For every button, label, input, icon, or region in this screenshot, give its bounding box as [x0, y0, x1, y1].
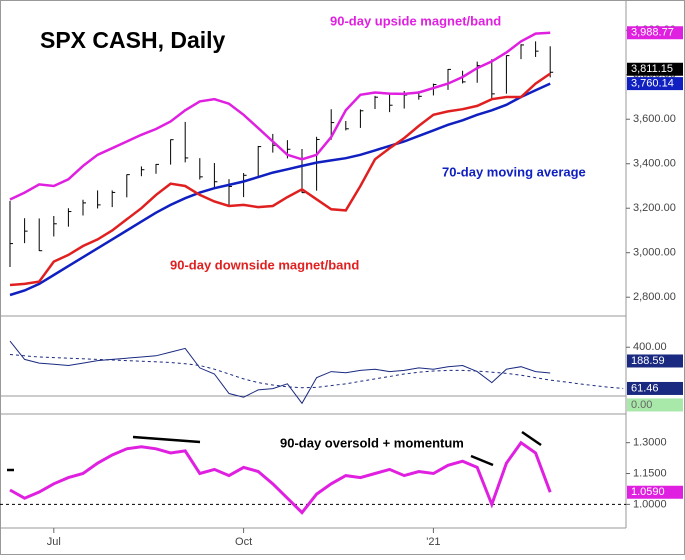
y-tick-label: 1.1500: [633, 467, 667, 479]
x-tick-label: Jul: [47, 536, 61, 548]
series-line: [9, 82, 551, 297]
value-label: 1.0590: [631, 486, 665, 498]
value-label-box: [627, 354, 683, 368]
y-tick-label: 3,000.00: [633, 247, 676, 259]
value-label: 61.46: [631, 382, 659, 394]
value-label-box: [627, 381, 683, 395]
value-label: 3,988.77: [631, 27, 674, 39]
y-tick-label: 3,600.00: [633, 113, 676, 125]
value-label-box: [627, 485, 683, 499]
series-label: 90-day downside magnet/band: [170, 257, 359, 272]
trend-line: [132, 435, 201, 444]
series-line: [9, 340, 551, 405]
x-tick-label: '21: [426, 536, 440, 548]
value-label: 0.00: [631, 399, 652, 411]
series-line: [9, 72, 551, 287]
y-tick-label: 2,800.00: [633, 291, 676, 303]
y-tick-label: 400.00: [633, 341, 667, 353]
y-tick-label: 1.3000: [633, 437, 667, 449]
series-line: [9, 31, 551, 201]
y-tick-label: 1.0000: [633, 498, 667, 510]
series-label: 90-day upside magnet/band: [330, 13, 501, 28]
y-tick-label: 3,400.00: [633, 158, 676, 170]
series-label: 70-day moving average: [442, 164, 586, 179]
trend-line: [470, 454, 494, 467]
series-line: [9, 440, 552, 515]
value-label: 188.59: [631, 355, 665, 367]
value-label-box: [627, 62, 683, 76]
annotation: 90-day oversold + momentum: [280, 435, 464, 450]
value-label-box: [627, 398, 683, 412]
value-label-box: [627, 77, 683, 91]
value-label: 3,760.14: [631, 78, 674, 90]
trend-line: [521, 430, 542, 447]
y-tick-label: 3,200.00: [633, 202, 676, 214]
chart-title: SPX CASH, Daily: [40, 27, 226, 53]
series-line: [9, 354, 624, 389]
value-label: 3,811.15: [631, 63, 673, 75]
x-tick-label: Oct: [235, 536, 252, 548]
value-label-box: [627, 26, 683, 40]
